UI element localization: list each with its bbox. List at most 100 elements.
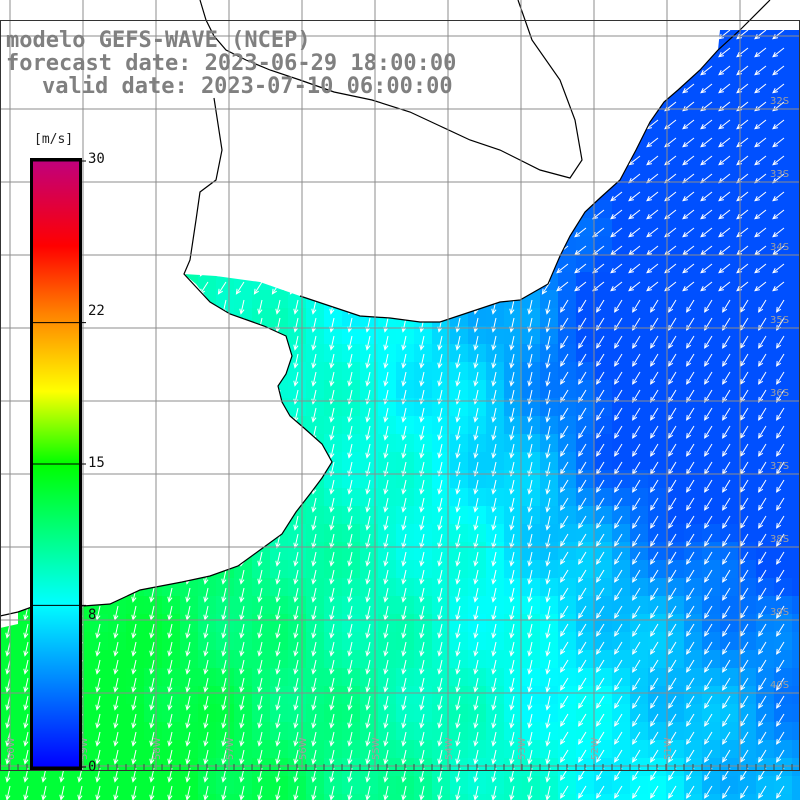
sea-cell bbox=[468, 254, 487, 273]
wind-arrow bbox=[401, 497, 407, 513]
sea-cell bbox=[666, 416, 685, 435]
sea-cell bbox=[144, 722, 163, 741]
sea-cell bbox=[702, 452, 721, 471]
wind-arrow bbox=[686, 641, 695, 655]
sea-cell bbox=[306, 668, 325, 687]
sea-cell bbox=[576, 290, 595, 309]
wind-arrow bbox=[740, 785, 749, 799]
sea-cell bbox=[432, 452, 451, 471]
wind-arrow bbox=[275, 713, 281, 729]
sea-cell bbox=[684, 704, 703, 723]
wind-arrow bbox=[131, 533, 137, 549]
sea-cell bbox=[90, 380, 109, 399]
sea-cell bbox=[558, 578, 577, 597]
wind-arrow bbox=[311, 497, 317, 513]
wind-arrow bbox=[740, 695, 749, 709]
wind-arrow bbox=[451, 101, 461, 115]
sea-cell bbox=[540, 200, 559, 219]
sea-cell bbox=[648, 596, 667, 615]
wind-arrow bbox=[740, 515, 749, 529]
sea-cell bbox=[18, 776, 37, 795]
sea-cell bbox=[738, 632, 757, 651]
wind-arrow bbox=[527, 587, 533, 603]
sea-cell bbox=[774, 398, 793, 417]
sea-cell bbox=[504, 218, 523, 237]
wind-arrow bbox=[311, 515, 317, 531]
wind-arrow bbox=[329, 695, 335, 711]
wind-arrow bbox=[668, 659, 677, 673]
wind-arrow bbox=[776, 533, 785, 547]
wind-arrow bbox=[167, 551, 173, 567]
sea-cell bbox=[612, 290, 631, 309]
sea-cell bbox=[216, 218, 235, 237]
sea-cell bbox=[108, 560, 127, 579]
wind-arrow bbox=[686, 533, 695, 547]
wind-speed-field bbox=[0, 30, 800, 800]
sea-cell bbox=[576, 416, 595, 435]
sea-cell bbox=[378, 578, 397, 597]
sea-cell bbox=[144, 362, 163, 381]
wind-arrow bbox=[451, 119, 461, 133]
sea-cell bbox=[108, 146, 127, 165]
wind-arrow bbox=[95, 353, 101, 369]
wind-arrow bbox=[509, 443, 515, 459]
sea-cell bbox=[414, 560, 433, 579]
wind-arrow bbox=[289, 101, 299, 115]
wind-arrow bbox=[451, 281, 461, 295]
wind-arrow bbox=[325, 173, 335, 187]
wind-arrow bbox=[704, 731, 713, 745]
wind-arrow bbox=[235, 209, 245, 223]
wind-arrow bbox=[668, 749, 677, 763]
sea-cell bbox=[324, 578, 343, 597]
sea-cell bbox=[648, 524, 667, 543]
sea-cell bbox=[738, 506, 757, 525]
wind-arrow bbox=[415, 227, 425, 241]
sea-cell bbox=[234, 434, 253, 453]
wind-arrow bbox=[365, 623, 371, 639]
sea-cell bbox=[324, 308, 343, 327]
wind-arrow bbox=[185, 587, 191, 603]
sea-cell bbox=[576, 56, 595, 75]
sea-cell bbox=[558, 326, 577, 345]
wind-arrow bbox=[722, 533, 731, 547]
sea-cell bbox=[378, 470, 397, 489]
sea-cell bbox=[252, 362, 271, 381]
wind-arrow bbox=[632, 623, 641, 637]
wind-arrow bbox=[379, 173, 389, 187]
sea-cell bbox=[90, 524, 109, 543]
sea-cell bbox=[360, 596, 379, 615]
wind-arrow bbox=[307, 137, 317, 151]
sea-cell bbox=[270, 434, 289, 453]
wind-arrow bbox=[347, 461, 353, 477]
sea-cell bbox=[216, 236, 235, 255]
sea-cell bbox=[774, 30, 793, 39]
wind-arrow bbox=[682, 65, 695, 76]
wind-arrow bbox=[596, 407, 605, 421]
sea-cell bbox=[738, 452, 757, 471]
sea-cell bbox=[216, 524, 235, 543]
sea-cell bbox=[198, 614, 217, 633]
sea-cell bbox=[216, 668, 235, 687]
sea-cell bbox=[738, 596, 757, 615]
sea-cell bbox=[468, 74, 487, 93]
sea-cell bbox=[162, 164, 181, 183]
sea-cell bbox=[666, 740, 685, 759]
sea-cell bbox=[234, 110, 253, 129]
sea-cell bbox=[450, 362, 469, 381]
wind-arrow bbox=[740, 641, 749, 655]
wind-arrow bbox=[275, 443, 281, 459]
sea-cell bbox=[432, 722, 451, 741]
wind-arrow bbox=[167, 479, 173, 495]
sea-cell bbox=[468, 56, 487, 75]
wind-arrow bbox=[221, 623, 227, 639]
wind-arrow bbox=[95, 587, 101, 603]
sea-cell bbox=[576, 524, 595, 543]
wind-arrow bbox=[113, 551, 119, 567]
wind-arrow bbox=[329, 587, 335, 603]
wind-arrow bbox=[505, 191, 515, 205]
wind-arrow bbox=[523, 119, 533, 133]
sea-cell bbox=[630, 416, 649, 435]
sea-cell bbox=[702, 614, 721, 633]
coastline-river-plate bbox=[0, 97, 333, 617]
wind-arrow bbox=[383, 299, 389, 315]
